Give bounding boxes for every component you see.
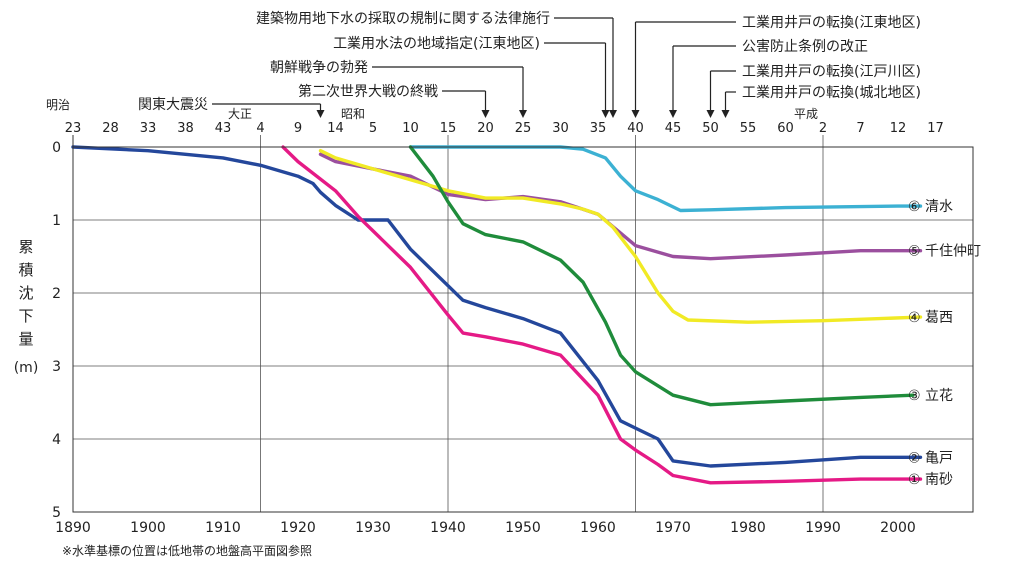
era-label: 平成: [794, 107, 818, 121]
event-label: 工業用井戸の転換(江東地区): [742, 15, 921, 31]
x-tick-label: 1930: [355, 520, 391, 536]
series-labels: ⑥ 清水 ⑤ 千住仲町 ④ 葛西 ③ 立花 ② 亀戸 ① 南砂: [908, 199, 981, 488]
era-year-label: 33: [140, 121, 157, 136]
series-label: ⑤ 千住仲町: [908, 244, 981, 260]
era-year-label: 60: [777, 121, 794, 136]
y-axis-label-char: 下: [18, 307, 33, 325]
x-tick-label: 1920: [280, 520, 316, 536]
y-tick-label: 5: [52, 505, 61, 521]
event-label: 第二次世界大戦の終戦: [298, 83, 438, 100]
event-label: 工業用水法の地域指定(江東地区): [333, 36, 540, 52]
y-axis-label-char: 累: [18, 238, 33, 256]
era-year-label: 2: [819, 121, 827, 136]
x-tick-label: 1900: [130, 520, 166, 536]
era-axis: 23 28 33 38 43 4 9 14 5 10 15 20 25 30 35 40 45 50 55 60 2 7 1…: [46, 98, 944, 136]
era-year-label: 43: [215, 121, 232, 136]
era-year-label: 55: [740, 121, 757, 136]
series-label: ④ 葛西: [908, 310, 953, 326]
series-label: ② 亀戸: [908, 450, 953, 466]
y-axis-label-unit: (m): [14, 360, 39, 376]
y-tick-label: 2: [52, 286, 61, 302]
era-label: 大正: [228, 107, 252, 121]
y-axis-label-char: 積: [18, 261, 33, 279]
era-year-label: 40: [627, 121, 644, 136]
era-year-label: 5: [369, 121, 377, 136]
era-year-label: 10: [402, 121, 419, 136]
grid: [73, 135, 973, 512]
x-tick-label: 1960: [580, 520, 616, 536]
era-year-label: 9: [294, 121, 302, 136]
era-year-label: 7: [856, 121, 864, 136]
y-axis-label-char: 沈: [18, 284, 33, 302]
era-label: 昭和: [341, 107, 365, 121]
era-year-label: 38: [177, 121, 194, 136]
event-arrowhead: [609, 110, 617, 118]
x-tick-label: 1980: [730, 520, 766, 536]
event-arrowhead: [519, 110, 527, 118]
series-label: ③ 立花: [908, 388, 953, 404]
event-label: 公害防止条例の改正: [742, 38, 868, 55]
era-year-label: 17: [927, 121, 944, 136]
y-tick-label: 1: [52, 213, 61, 229]
event-label: 建築物用地下水の採取の規制に関する法律施行: [256, 11, 550, 27]
y-axis-label-char: 量: [18, 330, 33, 348]
era-year-label: 12: [890, 121, 907, 136]
event-annotations: 関東大震災 第二次世界大戦の終戦 朝鮮戦争の勃発 工業用水法の地域指定(江東地区) 建築…: [138, 11, 921, 118]
event-arrowhead: [706, 110, 715, 118]
plot-frame: [72, 146, 974, 513]
series-label: ① 南砂: [908, 472, 953, 488]
y-tick-label: 4: [52, 432, 61, 448]
footnote: ※水準基標の位置は低地帯の地盤高平面図参照: [62, 544, 313, 558]
y-tick-label: 0: [52, 140, 61, 156]
era-year-label: 4: [256, 121, 264, 136]
era-year-label: 15: [440, 121, 457, 136]
event-label: 工業用井戸の転換(城北地区): [742, 85, 921, 101]
event-label: 関東大震災: [138, 97, 208, 113]
event-label: 朝鮮戦争の勃発: [270, 60, 368, 76]
era-year-label: 14: [327, 121, 344, 136]
series-line: [318, 148, 923, 324]
era-year-label: 25: [515, 121, 532, 136]
series-label: ⑥ 清水: [908, 199, 953, 215]
era-year-label: 35: [590, 121, 607, 136]
series-line: [71, 145, 923, 468]
event-arrowhead: [669, 110, 677, 118]
x-tick-label: 1990: [805, 520, 841, 536]
y-tick-label: 3: [52, 359, 61, 375]
event-arrowhead: [721, 110, 730, 118]
era-year-label: 23: [65, 121, 82, 136]
event-arrowhead: [481, 110, 490, 118]
x-tick-label: 1910: [205, 520, 241, 536]
era-year-label: 28: [102, 121, 119, 136]
era-year-label: 30: [552, 121, 569, 136]
event-arrowhead: [631, 110, 640, 118]
event-arrowhead: [601, 110, 610, 118]
era-year-label: 45: [665, 121, 682, 136]
series-line: [408, 145, 915, 407]
x-tick-label: 1950: [505, 520, 541, 536]
era-label: 明治: [46, 98, 70, 112]
x-tick-label: 1940: [430, 520, 466, 536]
series-lines: [71, 145, 923, 485]
x-tick-label: 1890: [55, 520, 91, 536]
series-line: [281, 145, 923, 485]
x-tick-label: 1970: [655, 520, 691, 536]
event-label: 工業用井戸の転換(江戸川区): [742, 64, 921, 80]
era-year-label: 20: [477, 121, 494, 136]
era-year-label: 50: [702, 121, 719, 136]
x-tick-label: 2000: [880, 520, 916, 536]
event-arrowhead: [316, 110, 325, 118]
